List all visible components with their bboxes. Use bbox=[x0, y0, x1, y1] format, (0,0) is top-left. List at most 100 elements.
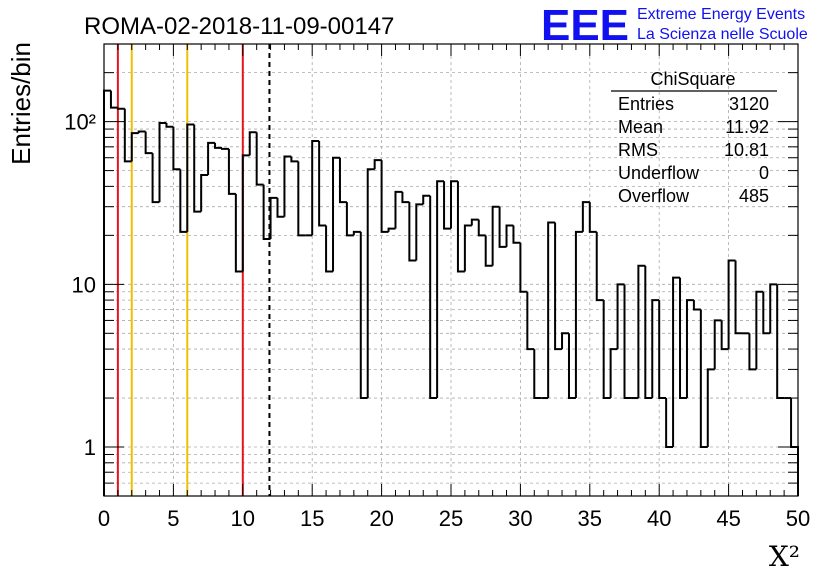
histogram-bin bbox=[193, 124, 202, 213]
stats-label: Underflow bbox=[618, 163, 700, 183]
histogram-bin bbox=[297, 161, 306, 237]
histogram-bin bbox=[394, 190, 403, 229]
histogram-bin bbox=[103, 89, 111, 496]
histogram-bin bbox=[699, 309, 708, 449]
histogram-bin bbox=[470, 218, 479, 226]
histogram-bin bbox=[165, 123, 174, 128]
histogram-bin bbox=[387, 227, 396, 232]
histogram-bin bbox=[443, 181, 451, 230]
histogram-bin bbox=[762, 291, 771, 335]
x-tick-label: 5 bbox=[167, 506, 179, 531]
histogram-bin bbox=[581, 201, 590, 232]
histogram-bin bbox=[769, 283, 778, 334]
histogram-bin bbox=[554, 222, 563, 351]
x-tick-label: 30 bbox=[508, 506, 532, 531]
histogram-bin bbox=[200, 173, 209, 212]
histogram-bin bbox=[498, 206, 507, 248]
histogram-bin bbox=[706, 368, 715, 448]
stats-value: 3120 bbox=[729, 94, 769, 114]
histogram-bin bbox=[283, 155, 292, 217]
histogram-bin bbox=[713, 319, 722, 370]
histogram-bin bbox=[561, 332, 569, 350]
histogram-bin bbox=[332, 156, 340, 272]
histogram-bin bbox=[144, 131, 153, 155]
histogram-bin bbox=[429, 195, 438, 400]
histogram-bin bbox=[207, 141, 216, 175]
x-tick-label: 0 bbox=[98, 506, 110, 531]
x-tick-label: 35 bbox=[578, 506, 602, 531]
x-tick-label: 25 bbox=[439, 506, 463, 531]
histogram-bin bbox=[637, 264, 646, 399]
histogram-bin bbox=[311, 140, 320, 236]
histogram-bin bbox=[290, 156, 299, 163]
histogram-bin bbox=[137, 130, 146, 134]
chart-title: ROMA-02-2018-11-09-00147 bbox=[84, 13, 394, 40]
histogram-bin bbox=[408, 202, 417, 262]
histogram-bin bbox=[679, 277, 687, 400]
histogram-bin bbox=[665, 398, 674, 449]
x-tick-label: 45 bbox=[716, 506, 740, 531]
histogram-bin bbox=[588, 202, 597, 233]
histogram-bin bbox=[241, 154, 250, 272]
histogram-bin bbox=[685, 299, 694, 399]
histogram-bin bbox=[484, 235, 493, 267]
histogram-bin bbox=[220, 147, 229, 150]
histogram-bin bbox=[373, 159, 382, 170]
logo-line-1: Extreme Energy Events bbox=[637, 6, 805, 23]
histogram-bin bbox=[727, 259, 736, 350]
histogram-bin bbox=[720, 320, 729, 351]
histogram-bin bbox=[623, 284, 632, 400]
histogram-bin bbox=[533, 349, 542, 400]
eee-logo: EEE Extreme Energy Events La Scienza nel… bbox=[541, 1, 808, 50]
histogram-bin bbox=[248, 131, 257, 156]
y-tick-label: 10 bbox=[72, 272, 96, 297]
logo-letters: EEE bbox=[541, 1, 629, 50]
histogram-bin bbox=[345, 202, 354, 237]
histogram-bin bbox=[179, 169, 188, 233]
histogram-bin bbox=[491, 205, 500, 266]
stats-label: Overflow bbox=[618, 186, 690, 206]
stats-label: Mean bbox=[618, 117, 663, 137]
histogram-bin bbox=[214, 142, 222, 149]
histogram-bin bbox=[755, 290, 764, 370]
histogram-bin bbox=[658, 300, 667, 400]
histogram-bin bbox=[547, 221, 556, 399]
stats-label: RMS bbox=[618, 140, 658, 160]
histogram-bin bbox=[422, 194, 431, 205]
tick-labels: 0 5 10 15 20 25 30 35 40 45 50 1 10 10² bbox=[64, 110, 810, 531]
histogram-bin bbox=[456, 181, 465, 273]
histogram-bin bbox=[325, 225, 334, 273]
stats-value: 10.81 bbox=[724, 140, 769, 160]
stats-value: 11.92 bbox=[725, 117, 769, 137]
y-tick-label: 1 bbox=[84, 435, 96, 460]
stats-rows: Entries 3120 Mean 11.92 RMS 10.81 Underflow 0 Ov… bbox=[618, 94, 769, 206]
histogram-bin bbox=[477, 219, 486, 237]
histogram-bin bbox=[692, 300, 701, 311]
histogram-bin bbox=[450, 180, 458, 229]
histogram-bin bbox=[380, 160, 389, 233]
histogram-bin bbox=[227, 148, 236, 195]
histogram-bin bbox=[255, 132, 264, 186]
histogram-bin bbox=[595, 231, 604, 302]
histogram-bin bbox=[651, 299, 660, 399]
histogram-bin bbox=[734, 260, 743, 335]
histogram-bin bbox=[776, 284, 785, 400]
histogram-bin bbox=[123, 108, 132, 163]
histogram-bin bbox=[158, 122, 167, 203]
histogram-bin bbox=[151, 153, 160, 204]
x-tick-label: 20 bbox=[369, 506, 393, 531]
histogram-bin bbox=[262, 184, 271, 240]
histogram-bin bbox=[602, 300, 611, 400]
histogram-bin bbox=[172, 126, 181, 171]
logo-line-2: La Scienza nelle Scuole bbox=[637, 26, 808, 43]
histogram-bin bbox=[567, 333, 576, 400]
histogram-bin bbox=[526, 291, 535, 351]
histogram-bin bbox=[616, 283, 625, 350]
histogram-bin bbox=[519, 242, 528, 293]
stats-label: Entries bbox=[618, 94, 674, 114]
histogram-bin bbox=[415, 203, 424, 261]
histogram-bin bbox=[359, 231, 368, 400]
histogram-bin bbox=[574, 230, 583, 399]
histogram-series bbox=[103, 89, 799, 496]
x-tick-label: 40 bbox=[647, 506, 671, 531]
